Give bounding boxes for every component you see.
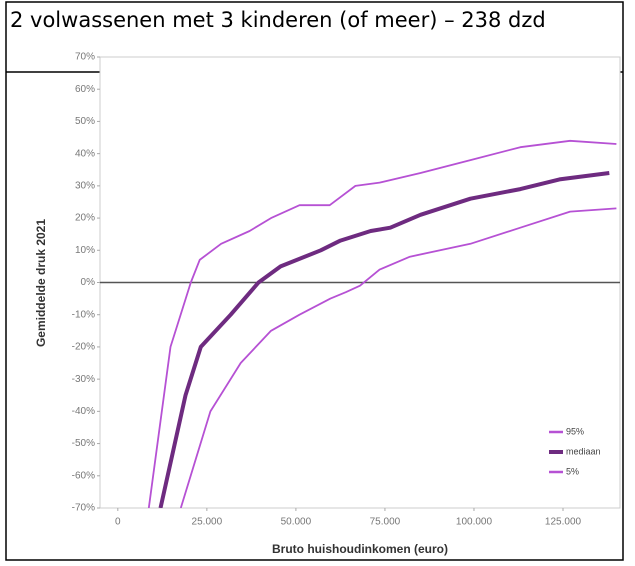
y-tick-label: 0% <box>81 277 96 288</box>
legend-label: 95% <box>566 426 584 436</box>
series-line <box>158 171 610 508</box>
y-tick-label: 20% <box>75 213 95 224</box>
y-tick-label: -70% <box>72 503 95 514</box>
x-tick-label: 75.000 <box>370 517 401 528</box>
y-tick-label: 10% <box>75 245 95 256</box>
y-tick-label: 50% <box>75 116 95 127</box>
y-tick-label: -50% <box>72 438 95 449</box>
x-tick-label: 125.000 <box>545 517 582 528</box>
y-tick-label: -40% <box>72 406 95 417</box>
legend-label: 5% <box>566 466 579 476</box>
y-tick-label: 30% <box>75 180 95 191</box>
series-line <box>179 207 617 508</box>
y-tick-label: -20% <box>72 342 95 353</box>
table-border <box>5 1 624 561</box>
x-tick-label: 50.000 <box>281 517 312 528</box>
x-axis-label: Bruto huishoudinkomen (euro) <box>272 542 448 556</box>
x-tick-label: 0 <box>115 517 121 528</box>
x-tick-label: 25.000 <box>192 517 223 528</box>
lines <box>147 139 617 508</box>
y-axis-label: Gemiddelde druk 2021 <box>34 219 48 347</box>
header-cell: 2 volwassenen met 3 kinderen (of meer) –… <box>10 8 546 32</box>
y-tick-label: -10% <box>72 309 95 320</box>
header-title: 2 volwassenen met 3 kinderen (of meer) –… <box>10 8 546 32</box>
y-tick-label: 40% <box>75 148 95 159</box>
legend-label: mediaan <box>566 446 601 456</box>
y-tick-label: 70% <box>75 52 95 63</box>
y-tick-label: -60% <box>72 470 95 481</box>
plot: 70% 60% 50% 40% 30% 20% 10% 0% -10% -20% -30% -40% -… <box>72 52 621 528</box>
y-tick-label: 60% <box>75 84 95 95</box>
y-tick-label: -30% <box>72 374 95 385</box>
series-line <box>147 139 617 508</box>
x-tick-label: 100.000 <box>456 517 493 528</box>
